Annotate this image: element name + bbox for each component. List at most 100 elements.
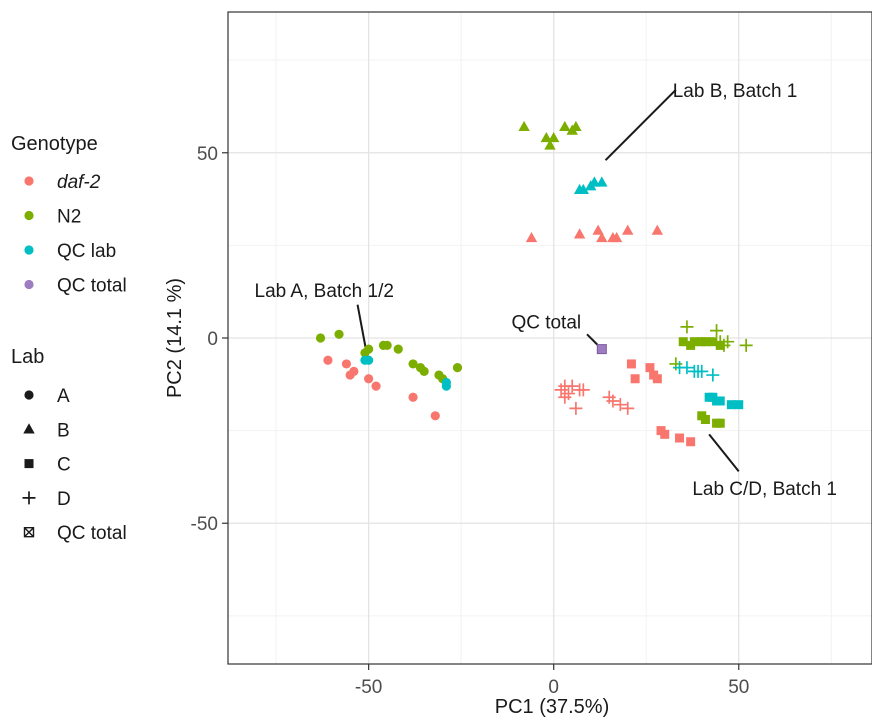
annotation-label: Lab B, Batch 1 [673, 81, 798, 102]
point-daf-2-lab-d [621, 401, 635, 415]
legend-label-lab: D [57, 489, 71, 510]
point-n2-lab-a [419, 366, 429, 376]
point-n2-lab-a [393, 344, 403, 354]
y-tick-label: 50 [197, 144, 218, 165]
point-qc-lab-lab-c [734, 400, 744, 410]
point-n2-lab-d [680, 320, 694, 334]
legend-label-genotype: QC total [57, 276, 127, 297]
legend-genotype-items: daf-2 N2 QC lab QC total [24, 172, 127, 297]
legend-label-lab: QC total [57, 523, 127, 544]
axis-ticks: -50 0 50 -50 0 50 [191, 144, 750, 698]
point-daf-2-lab-a [430, 411, 440, 421]
point-daf-2-lab-a [341, 359, 352, 369]
legend-title-genotype: Genotype [11, 133, 98, 155]
legend-label-lab: C [57, 455, 71, 476]
legend-label-genotype: daf-2 [57, 172, 101, 193]
legend-key-lab-boxx [23, 527, 35, 538]
legend-label-lab: A [57, 386, 70, 407]
point-n2-lab-d [721, 335, 735, 349]
point-n2-lab-b [518, 120, 530, 132]
point-n2-lab-a [315, 333, 326, 343]
grid-lines [228, 12, 872, 664]
point-daf-2-lab-c [645, 363, 655, 373]
legend-label-lab: B [57, 420, 70, 441]
annotation-pointer-line [604, 89, 677, 161]
legend-key-lab-square [24, 459, 34, 469]
legend-key-lab-plus [22, 491, 36, 505]
point-n2-lab-b [570, 120, 582, 132]
point-n2-lab-a [408, 359, 418, 369]
point-daf-2-lab-b [596, 231, 608, 243]
point-daf-2-lab-b [610, 231, 623, 243]
point-n2-lab-a [364, 344, 374, 354]
point-daf-2-lab-a [371, 381, 381, 391]
point-daf-2-lab-c [686, 437, 696, 447]
point-qc-lab-lab-d [706, 368, 720, 382]
point-qc-lab-lab-c [715, 396, 725, 406]
point-n2-lab-a [334, 329, 344, 339]
point-daf-2-lab-c [652, 374, 662, 384]
point-qc-lab-lab-b [577, 183, 590, 195]
point-qc-lab-lab-b [588, 176, 601, 187]
y-tick-label: 0 [207, 329, 218, 350]
point-qc-lab-lab-d [680, 361, 694, 375]
point-n2-lab-b [559, 120, 571, 132]
legend-key-lab-circle [24, 390, 34, 400]
annotation-label: QC total [511, 312, 581, 333]
point-n2-lab-c [678, 337, 688, 347]
annotation-label: Lab C/D, Batch 1 [692, 479, 837, 500]
point-daf-2-lab-a [349, 366, 359, 376]
legend-key-genotype [24, 245, 34, 255]
data-points [315, 120, 753, 447]
point-daf-2-lab-a [408, 392, 418, 402]
legend-key-lab-triangle [23, 423, 35, 434]
point-qc-lab-lab-b [596, 176, 608, 187]
x-axis-title: PC1 (37.5%) [495, 696, 610, 718]
annotation-labels: Lab B, Batch 1 Lab A, Batch 1/2 QC total La… [255, 81, 838, 500]
point-daf-2-lab-c [675, 433, 685, 443]
point-qc-lab-lab-c [726, 400, 736, 410]
x-tick-label: 0 [548, 677, 559, 698]
x-tick-label: 50 [728, 677, 749, 698]
point-daf-2-lab-b [592, 224, 604, 235]
point-n2-lab-a [382, 340, 392, 351]
point-daf-2-lab-c [630, 374, 640, 384]
legend-title-lab: Lab [11, 346, 44, 368]
point-n2-lab-b [548, 131, 560, 143]
point-n2-lab-b [540, 131, 552, 143]
point-daf-2-lab-a [323, 355, 333, 365]
point-n2-lab-b [544, 139, 556, 150]
point-qc-total-lab-qc-total [596, 344, 607, 355]
point-n2-lab-c [700, 415, 710, 424]
point-daf-2-lab-c [660, 429, 670, 439]
legend-key-genotype [24, 176, 34, 186]
point-qc-lab-lab-a [441, 381, 451, 391]
point-daf-2-lab-d [565, 379, 579, 393]
point-daf-2-lab-d [606, 394, 620, 408]
legend-label-genotype: QC lab [57, 241, 116, 262]
y-axis-title: PC2 (14.1 %) [164, 278, 186, 398]
point-qc-lab-lab-a [364, 355, 374, 365]
point-daf-2-lab-d [569, 401, 583, 415]
point-n2-lab-d [739, 338, 753, 352]
point-daf-2-lab-d [613, 398, 627, 412]
annotation-label: Lab A, Batch 1/2 [255, 281, 394, 302]
point-daf-2-lab-b [573, 228, 586, 239]
point-daf-2-lab-d [562, 387, 576, 401]
point-daf-2-lab-a [364, 374, 374, 384]
point-n2-lab-c [689, 337, 699, 347]
point-daf-2-lab-d [576, 383, 590, 397]
point-daf-2-lab-b [651, 224, 664, 235]
point-n2-lab-c [708, 337, 718, 347]
point-qc-lab-lab-d [695, 364, 709, 378]
point-n2-lab-a [452, 363, 463, 373]
point-daf-2-lab-c [626, 359, 636, 369]
legend-key-genotype [24, 210, 34, 221]
annotation-pointer-line [708, 433, 740, 472]
point-n2-lab-c [715, 418, 725, 428]
x-tick-label: -50 [355, 677, 382, 698]
legend-key-genotype [24, 279, 34, 290]
point-daf-2-lab-b [622, 224, 634, 235]
